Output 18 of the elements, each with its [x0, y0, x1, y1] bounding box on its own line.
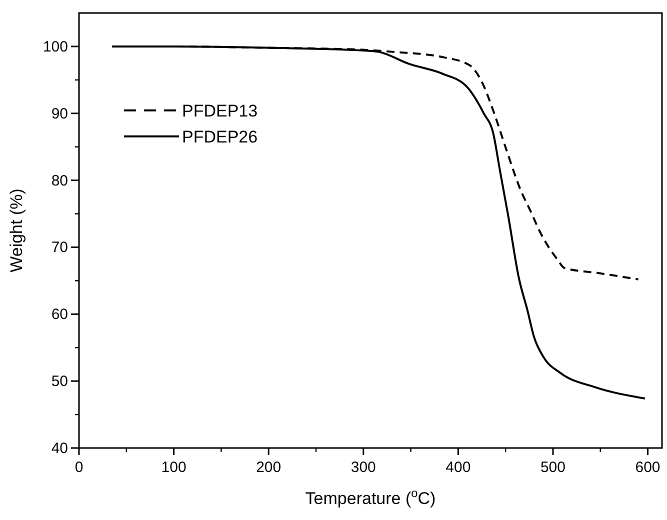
legend-label: PFDEP26 — [182, 127, 258, 146]
y-tick-label: 50 — [51, 373, 68, 390]
y-tick-label: 100 — [42, 38, 68, 56]
y-tick-label: 70 — [51, 239, 68, 256]
x-tick-label: 600 — [635, 459, 660, 476]
x-tick-label: 0 — [74, 459, 84, 476]
x-tick-label: 400 — [446, 459, 471, 476]
x-tick-label: 300 — [350, 459, 376, 476]
y-tick-label: 90 — [51, 105, 68, 122]
y-tick-label: 40 — [51, 440, 68, 457]
y-tick-label: 60 — [51, 306, 68, 324]
y-tick-label: 80 — [51, 172, 68, 190]
x-tick-label: 200 — [256, 459, 282, 476]
legend-label: PFDEP13 — [182, 101, 258, 120]
x-tick-label: 500 — [540, 459, 566, 476]
x-tick-label: 100 — [161, 459, 186, 476]
x-axis-title: Temperature ($^{o}$C) — [305, 486, 436, 508]
y-axis-title: Weight (%) — [7, 188, 26, 272]
